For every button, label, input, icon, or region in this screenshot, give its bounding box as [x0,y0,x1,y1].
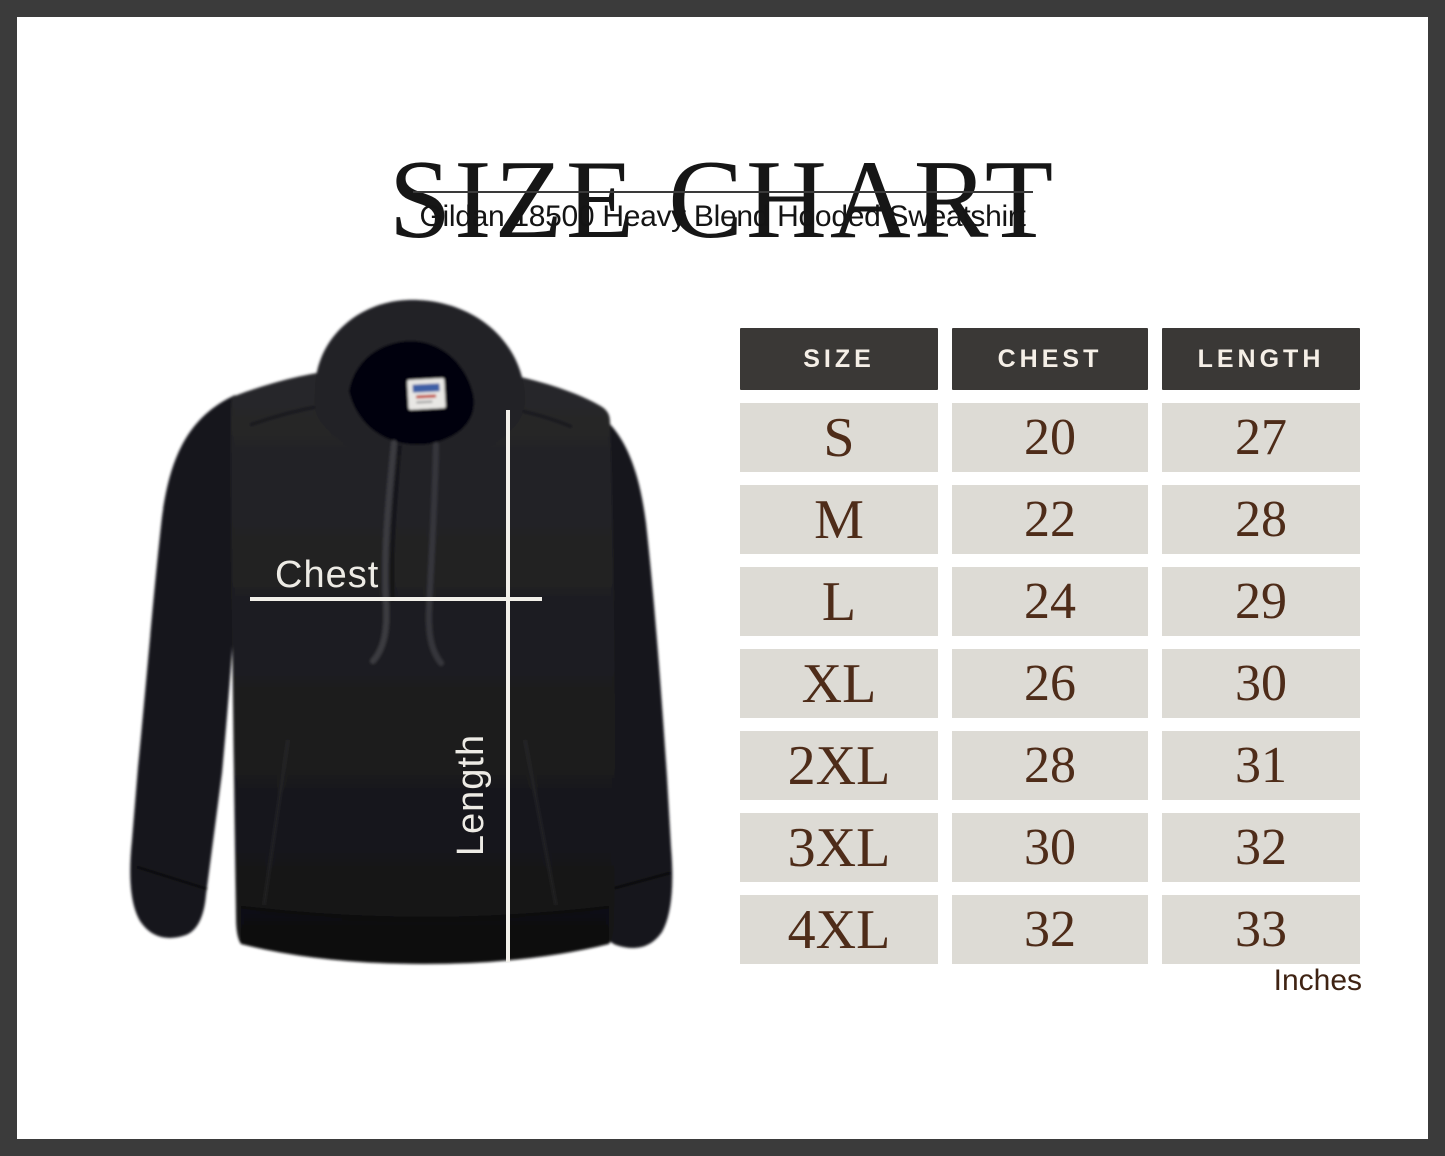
table-cell: 30 [952,813,1148,882]
table-cell: L [740,567,938,636]
table-cell: 2XL [740,731,938,800]
size-chart-table: SIZE CHEST LENGTH S 20 27 M 22 28 L 24 2… [740,328,1360,964]
table-cell: 30 [1162,649,1360,718]
units-label: Inches [1273,964,1362,997]
table-cell: 31 [1162,731,1360,800]
hoodie-drawstrings [370,440,444,666]
table-cell: 3XL [740,813,938,882]
table-cell: 20 [952,403,1148,472]
length-label: Length [450,734,492,856]
table-header-chest: CHEST [952,328,1148,390]
table-cell: 28 [952,731,1148,800]
neck-tag [407,378,446,410]
table-cell: 29 [1162,567,1360,636]
table-header-size: SIZE [740,328,938,390]
hoodie-left-sleeve [130,395,243,938]
table-cell: 28 [1162,485,1360,554]
page-title: SIZE CHART [388,138,1057,263]
table-cell: S [740,403,938,472]
table-cell: 22 [952,485,1148,554]
chest-label: Chest [275,554,379,596]
table-cell: 4XL [740,895,938,964]
table-cell: XL [740,649,938,718]
table-cell: 33 [1162,895,1360,964]
hoodie-torso [231,368,615,964]
hoodie-graphic [130,299,673,964]
table-cell: 32 [952,895,1148,964]
table-cell: M [740,485,938,554]
table-header-length: LENGTH [1162,328,1360,390]
table-cell: 32 [1162,813,1360,882]
page-subtitle: Gildan 18500 Heavy Blend Hooded Sweatshi… [419,200,1026,233]
table-cell: 26 [952,649,1148,718]
table-cell: 27 [1162,403,1360,472]
table-cell: 24 [952,567,1148,636]
hoodie-product-image: Chest Length [130,299,673,964]
title-divider [412,191,1033,193]
